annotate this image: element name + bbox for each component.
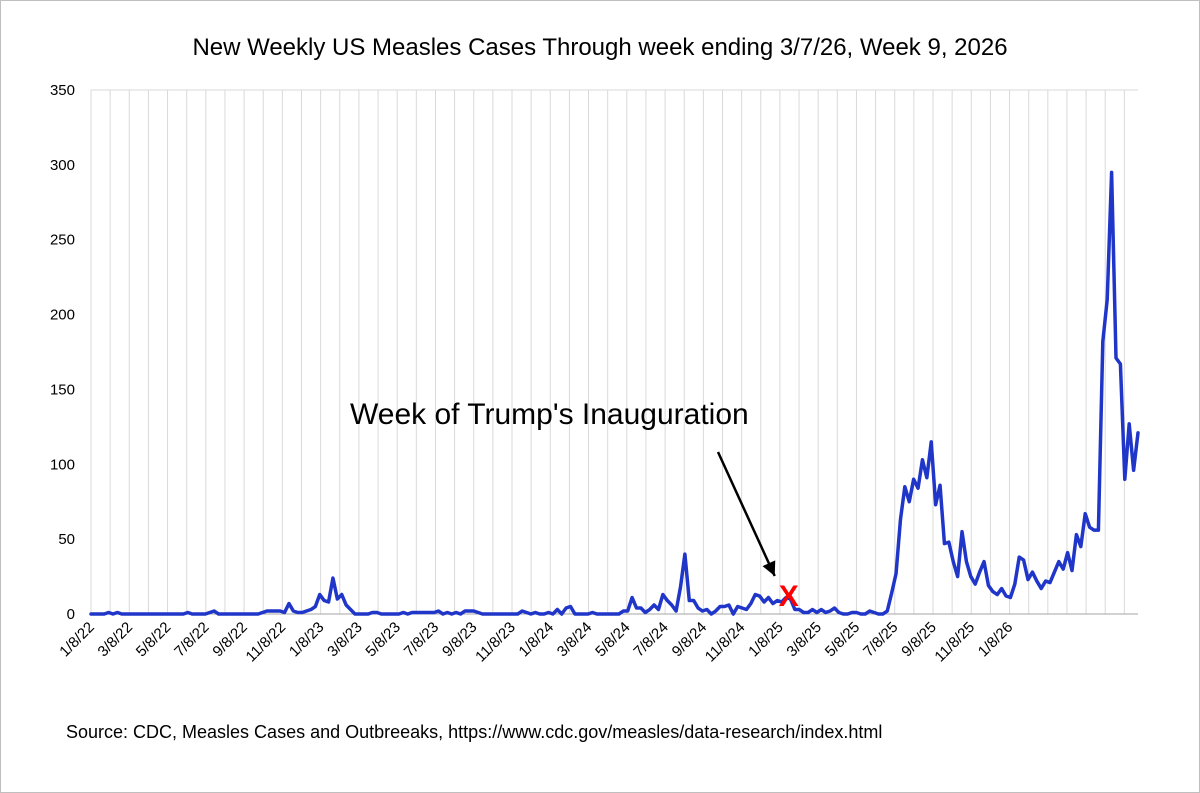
x-tick-label: 11/8/23 bbox=[472, 619, 519, 666]
chart-title: New Weekly US Measles Cases Through week… bbox=[192, 34, 1008, 61]
x-tick-label: 1/8/22 bbox=[56, 619, 98, 661]
x-tick-label: 5/8/25 bbox=[822, 619, 864, 661]
y-tick-label: 150 bbox=[50, 381, 75, 398]
x-tick-label: 7/8/22 bbox=[171, 619, 213, 661]
x-tick-label: 11/8/22 bbox=[243, 619, 290, 666]
axis-layer: 0501001502002503003501/8/223/8/225/8/227… bbox=[50, 82, 1138, 665]
x-tick-label: 5/8/23 bbox=[362, 619, 404, 661]
y-tick-label: 350 bbox=[50, 82, 75, 99]
x-tick-label: 11/8/24 bbox=[702, 619, 749, 666]
x-tick-label: 7/8/24 bbox=[630, 619, 672, 661]
annotation-arrow bbox=[716, 451, 776, 577]
x-tick-label: 5/8/22 bbox=[133, 619, 175, 661]
grid-layer bbox=[90, 89, 1138, 614]
x-tick-label: 3/8/23 bbox=[324, 619, 366, 661]
source-note: Source: CDC, Measles Cases and Outbreeak… bbox=[66, 722, 883, 742]
x-tick-label: 1/8/25 bbox=[745, 619, 787, 661]
x-tick-label: 3/8/24 bbox=[554, 619, 596, 661]
x-tick-label: 1/8/24 bbox=[516, 619, 558, 661]
x-tick-label: 5/8/24 bbox=[592, 619, 634, 661]
annotation-label: Week of Trump's Inauguration bbox=[350, 398, 749, 431]
x-tick-label: 3/8/25 bbox=[783, 619, 825, 661]
x-tick-label: 7/8/25 bbox=[860, 619, 902, 661]
y-tick-label: 0 bbox=[67, 606, 75, 623]
y-tick-label: 50 bbox=[58, 531, 75, 548]
series-layer bbox=[89, 170, 1140, 616]
x-tick-label: 1/8/26 bbox=[975, 619, 1017, 661]
x-tick-label: 3/8/22 bbox=[95, 619, 137, 661]
y-tick-label: 200 bbox=[50, 307, 75, 324]
annotation-layer: X Week of Trump's Inauguration bbox=[350, 398, 799, 613]
series-line bbox=[89, 170, 1140, 616]
x-tick-label: 1/8/23 bbox=[286, 619, 328, 661]
y-tick-label: 100 bbox=[50, 456, 75, 473]
y-tick-label: 250 bbox=[50, 232, 75, 249]
x-tick-label: 11/8/25 bbox=[931, 619, 978, 666]
y-tick-label: 300 bbox=[50, 157, 75, 174]
annotation-arrowhead bbox=[762, 560, 776, 576]
x-tick-label: 7/8/23 bbox=[401, 619, 443, 661]
inauguration-marker: X bbox=[779, 580, 799, 613]
